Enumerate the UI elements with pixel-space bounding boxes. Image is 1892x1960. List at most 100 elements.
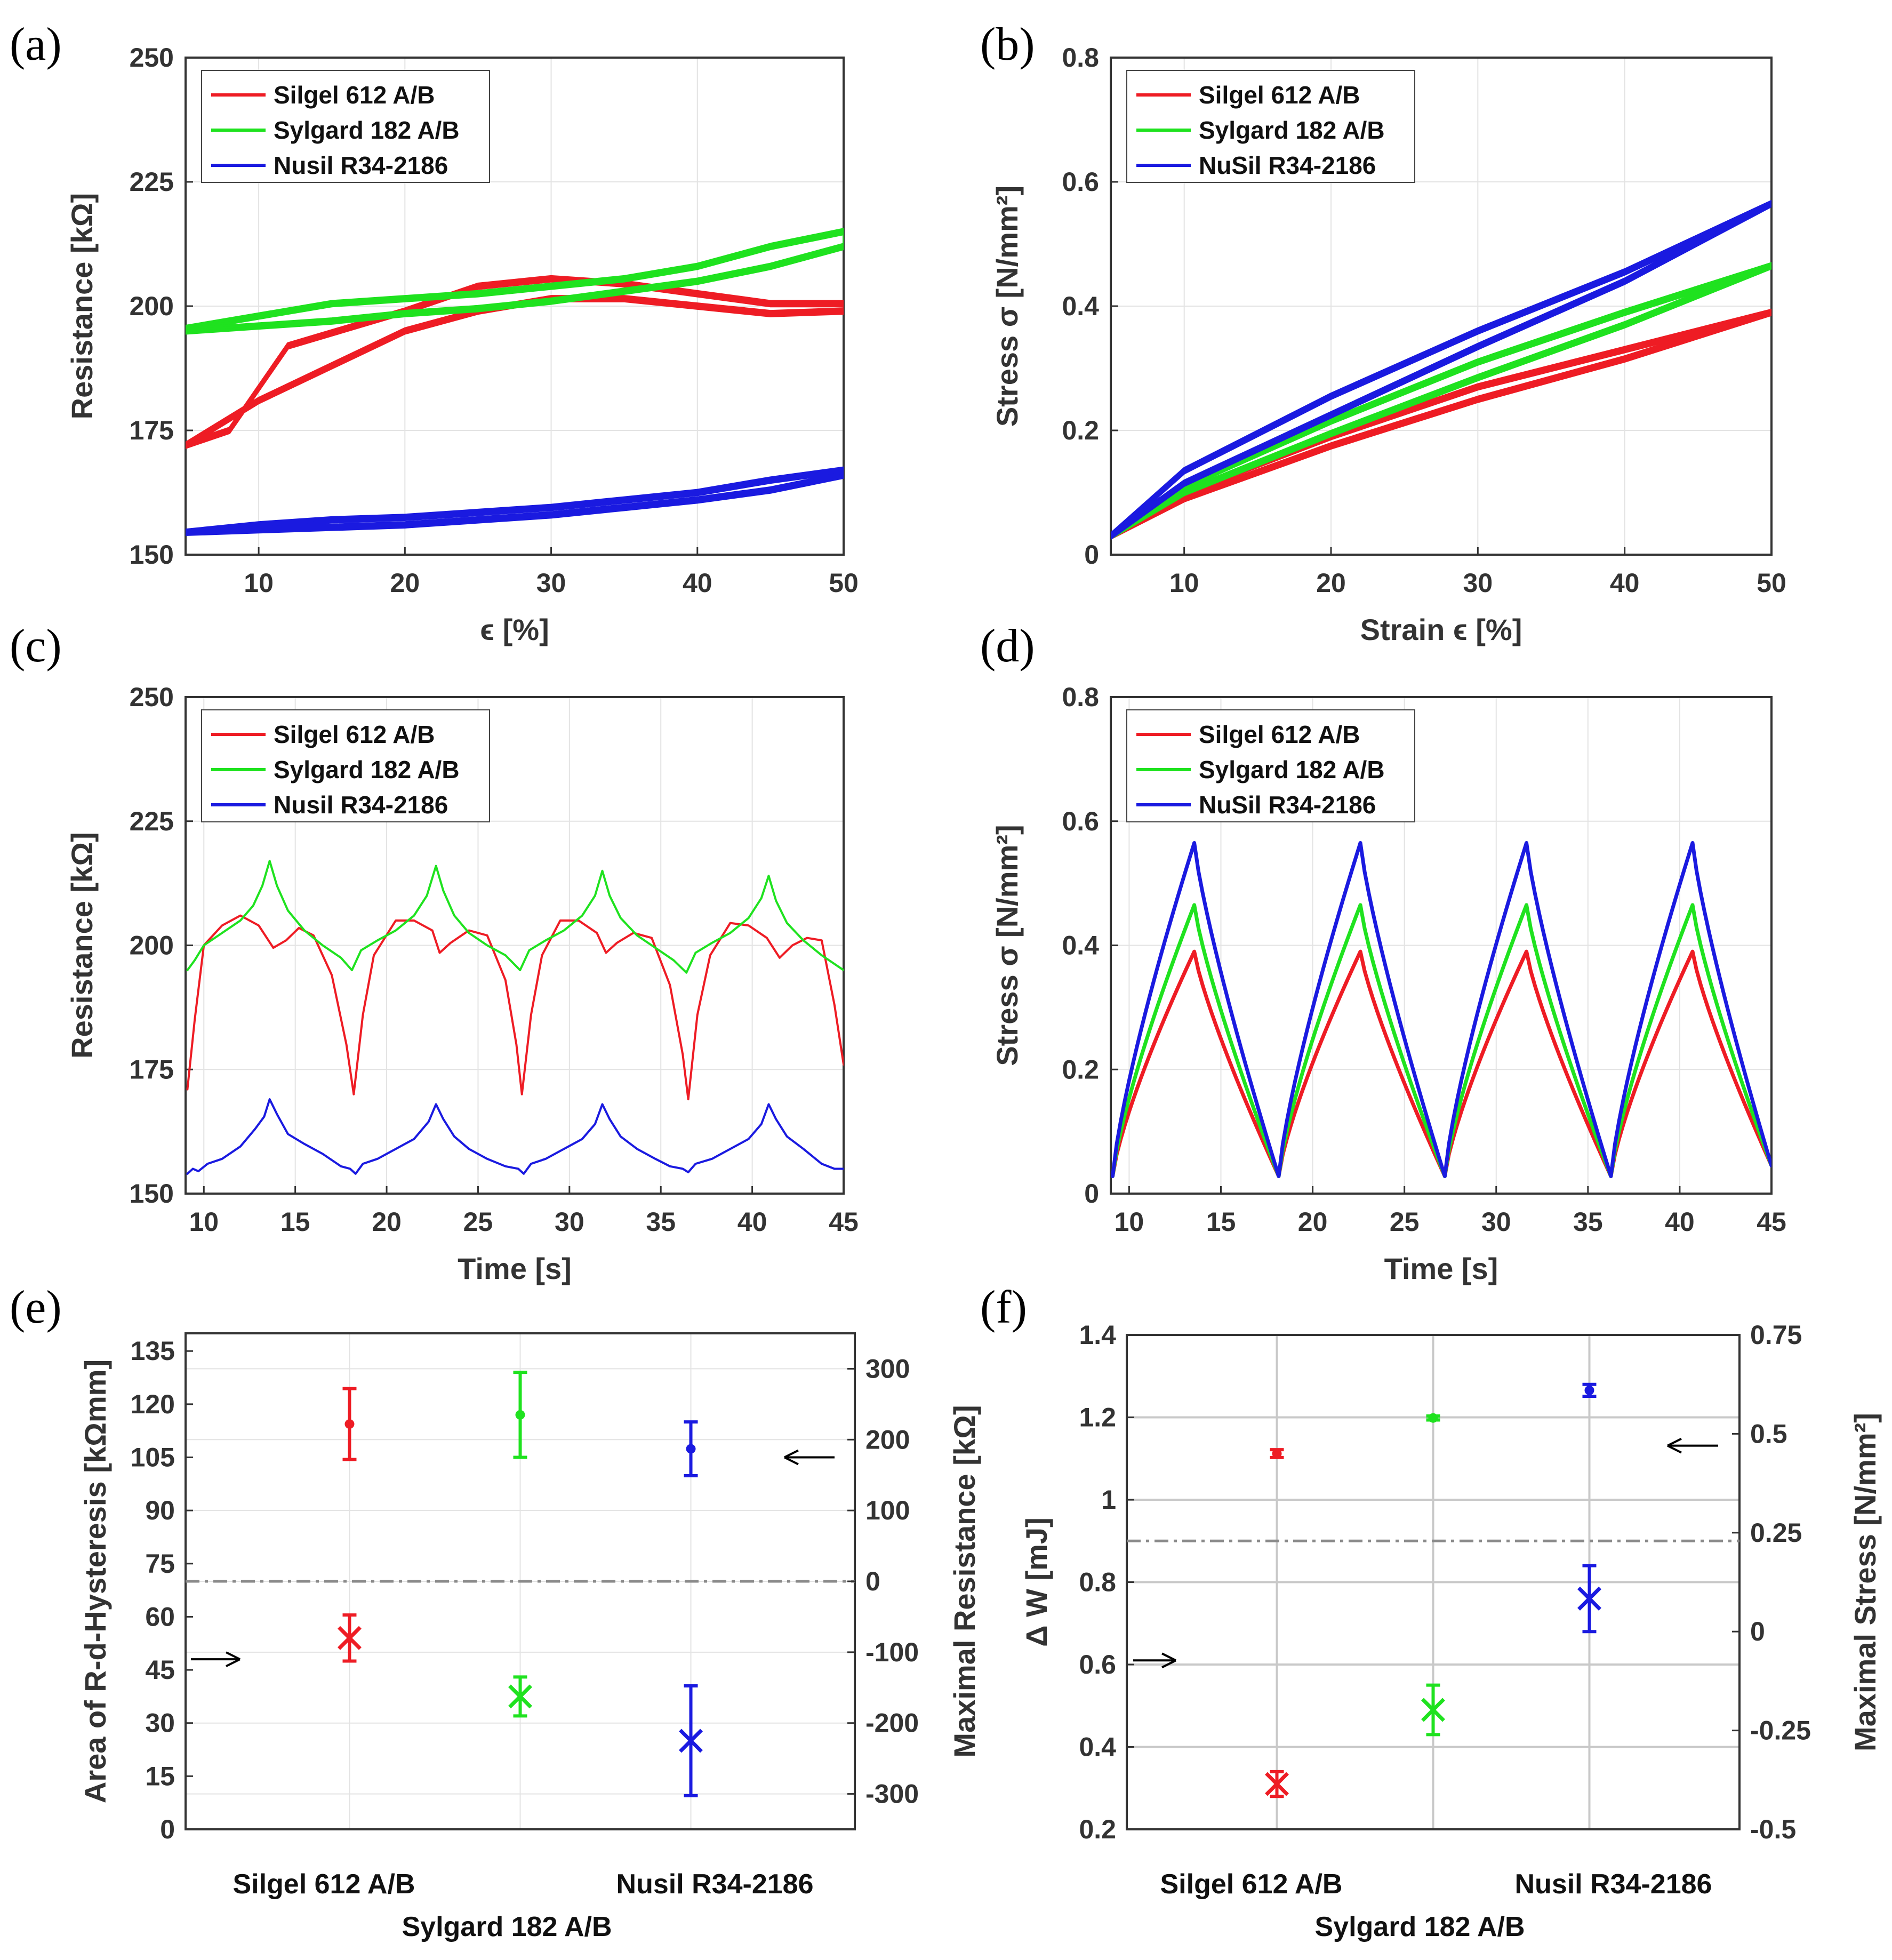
y-tick-label: 200 <box>130 291 174 321</box>
x-tick-label: 30 <box>555 1207 584 1237</box>
y-right-tick-label: -100 <box>865 1637 919 1667</box>
x-axis-label: ϵ [%] <box>480 613 549 646</box>
legend-entry: Sylgard 182 A/B <box>274 756 460 783</box>
series-blue-line <box>186 471 844 536</box>
series-blue-line <box>1111 199 1771 535</box>
y-tick-label: 225 <box>130 806 174 836</box>
x-tick-label: 40 <box>1610 568 1640 598</box>
y-right-axis-label: Maximal Resistance [kΩ] <box>948 1405 981 1757</box>
panel-b-stress-vs-strain: 10 20 30 40 50 0 0.2 0.4 0.6 0.8 Strain ϵ [%] Stres… <box>990 43 1786 646</box>
y-tick-label: 175 <box>130 1054 174 1084</box>
left-axis-arrow-head <box>226 1651 240 1667</box>
y-tick-label: 250 <box>130 682 174 712</box>
y-axis-label: Resistance [kΩ] <box>65 193 99 420</box>
y-right-tick-label: 300 <box>865 1354 910 1383</box>
y-tick-label: 150 <box>130 540 174 570</box>
y-tick-label: 75 <box>145 1549 175 1579</box>
series-red-line <box>186 914 844 1101</box>
y-tick-label: 1.2 <box>1079 1403 1116 1433</box>
x-tick-label: 20 <box>372 1207 402 1237</box>
legend-entry: Silgel 612 A/B <box>1199 81 1360 109</box>
x-tick-label: 10 <box>244 568 274 598</box>
x-tick-label: 40 <box>683 568 712 598</box>
y-tick-label: 150 <box>130 1179 174 1209</box>
x-tick-label: 40 <box>1665 1207 1695 1237</box>
y-tick-label: 90 <box>145 1495 175 1525</box>
series-blue-line <box>1111 841 1771 1178</box>
y-axis-label: Area of R-d-Hysteresis [kΩmm] <box>78 1359 112 1803</box>
legend-entry: Sylgard 182 A/B <box>1199 116 1385 144</box>
right-axis-arrow-head <box>1667 1437 1682 1454</box>
x-tick-label: 25 <box>463 1207 493 1237</box>
x-tick-label: 35 <box>646 1207 676 1237</box>
category-label: Sylgard 182 A/B <box>1314 1911 1525 1942</box>
y-tick-label: 0.2 <box>1079 1814 1116 1844</box>
series-group <box>186 860 844 1175</box>
series-group <box>1111 841 1771 1178</box>
legend-entry: Nusil R34-2186 <box>274 791 448 819</box>
y-tick-label: 0.6 <box>1062 167 1099 197</box>
panel-label-f: (f) <box>980 1282 1027 1333</box>
right-axis-arrow-head <box>784 1449 799 1466</box>
legend-entry: Silgel 612 A/B <box>1199 721 1360 748</box>
x-marker <box>1577 1586 1601 1611</box>
x-tick-label: 20 <box>390 568 420 598</box>
y-tick-label: 135 <box>131 1336 175 1366</box>
x-axis-label: Strain ϵ [%] <box>1360 613 1522 646</box>
y-tick-label: 250 <box>130 43 174 73</box>
dot-marker <box>686 1444 696 1454</box>
category-label: Silgel 612 A/B <box>1160 1869 1343 1900</box>
series-red-line <box>1111 949 1771 1178</box>
y-tick-label: 105 <box>131 1443 175 1473</box>
x-tick-label: 20 <box>1298 1207 1328 1237</box>
x-marker <box>508 1684 532 1709</box>
y-tick-label: 0.2 <box>1062 1054 1099 1084</box>
legend-entry: Silgel 612 A/B <box>274 81 435 109</box>
x-tick-label: 50 <box>1757 568 1786 598</box>
series-blue-line <box>1111 203 1771 538</box>
x-tick-label: 10 <box>189 1207 219 1237</box>
panel-label-b: (b) <box>980 19 1035 70</box>
y-axis-label: Resistance [kΩ] <box>65 832 99 1059</box>
dot-marker <box>344 1419 355 1429</box>
x-marker <box>1421 1698 1445 1722</box>
series-blue-line <box>186 470 844 534</box>
x-tick-label: 25 <box>1390 1207 1420 1237</box>
y-axis-label: Δ W [mJ] <box>1020 1517 1053 1646</box>
x-axis-label: Time [s] <box>1384 1252 1498 1285</box>
y-right-tick-label: -200 <box>865 1708 919 1738</box>
series-blue-line <box>186 466 844 531</box>
x-tick-label: 10 <box>1115 1207 1144 1237</box>
x-marker <box>679 1729 703 1753</box>
legend-entry: NuSil R34-2186 <box>1199 151 1376 179</box>
series-red-line <box>1111 314 1771 540</box>
series-green-line <box>186 229 844 331</box>
series-green-line <box>186 860 844 974</box>
y-tick-label: 0.8 <box>1079 1567 1116 1597</box>
x-tick-label: 10 <box>1169 568 1199 598</box>
y-right-tick-label: 0.25 <box>1750 1518 1802 1548</box>
x-tick-label: 40 <box>737 1207 767 1237</box>
y-axis-label: Stress σ [N/mm²] <box>990 186 1024 427</box>
x-tick-label: 30 <box>1481 1207 1511 1237</box>
x-marker <box>1265 1772 1289 1796</box>
panel-a-resistance-vs-strain: 10 20 30 40 50 150 175 200 225 250 ϵ [%] Resistance… <box>65 43 859 646</box>
y-right-tick-label: 0.5 <box>1750 1419 1787 1449</box>
series-green-line <box>1111 263 1771 537</box>
panel-label-a: (a) <box>10 19 62 70</box>
x-marker <box>338 1626 362 1650</box>
series-green-line <box>186 231 844 333</box>
y-tick-label: 0 <box>160 1814 175 1844</box>
series-blue-line <box>1111 202 1771 537</box>
series-blue-line <box>186 1098 844 1175</box>
series-green-line <box>186 228 844 330</box>
panel-e-hysteresis-errorbars: 0 15 30 45 60 75 90 105 120 135 -300 -200 -100 0 100 20… <box>78 1332 981 1942</box>
y-tick-label: 225 <box>130 167 174 197</box>
y-tick-label: 0.6 <box>1079 1650 1116 1679</box>
y-tick-label: 120 <box>131 1389 175 1419</box>
series-green-line <box>1111 267 1771 540</box>
legend-entry: Silgel 612 A/B <box>274 721 435 748</box>
legend-entry: NuSil R34-2186 <box>1199 791 1376 819</box>
series-green-line <box>1111 265 1771 538</box>
